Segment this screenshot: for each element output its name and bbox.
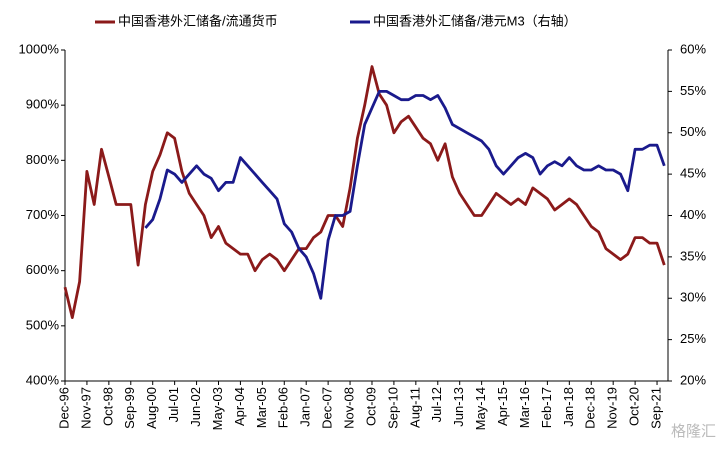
x-tick-label: Jan-07: [298, 387, 313, 427]
x-tick-label: Sep-21: [648, 387, 663, 429]
y2-tick-label: 45%: [680, 166, 706, 181]
x-tick-label: Apr-04: [232, 387, 247, 426]
y2-tick-label: 50%: [680, 124, 706, 139]
x-tick-label: Oct-09: [363, 387, 378, 426]
x-tick-label: Dec-07: [320, 387, 335, 429]
y2-tick-label: 40%: [680, 207, 706, 222]
legend-label: 中国香港外汇储备/流通货币: [118, 13, 278, 28]
y2-tick-label: 20%: [680, 372, 706, 387]
y2-tick-label: 35%: [680, 248, 706, 263]
y2-tick-label: 25%: [680, 331, 706, 346]
x-tick-label: Oct-98: [100, 387, 115, 426]
x-tick-label: Aug-11: [407, 387, 422, 428]
x-tick-label: May-14: [473, 387, 488, 430]
x-tick-label: Dec-18: [583, 387, 598, 429]
x-tick-label: Sep-99: [122, 387, 137, 429]
x-tick-label: Feb-17: [539, 387, 554, 428]
y2-tick-label: 60%: [680, 41, 706, 56]
series-line: [144, 90, 666, 300]
x-tick-label: Jan-18: [561, 387, 576, 427]
x-tick-label: Mar-16: [517, 387, 532, 428]
x-tick-label: Nov-19: [605, 387, 620, 429]
y-tick-label: 600%: [26, 262, 60, 277]
series-line: [63, 65, 666, 319]
y-tick-label: 700%: [26, 207, 60, 222]
x-tick-label: Nov-97: [78, 387, 93, 429]
watermark: 格隆汇: [671, 423, 716, 440]
y2-tick-label: 55%: [680, 83, 706, 98]
y-tick-label: 1000%: [19, 41, 60, 56]
y-tick-label: 900%: [26, 97, 60, 112]
x-tick-label: Apr-15: [495, 387, 510, 426]
x-tick-label: Nov-08: [341, 387, 356, 429]
y-tick-label: 400%: [26, 372, 60, 387]
x-tick-label: Jun-02: [188, 387, 203, 427]
x-tick-label: Jun-13: [451, 387, 466, 427]
y2-tick-label: 30%: [680, 290, 706, 305]
legend-label: 中国香港外汇储备/港元M3（右轴）: [373, 13, 577, 28]
x-tick-label: Aug-00: [144, 387, 159, 429]
y-tick-label: 500%: [26, 317, 60, 332]
x-tick-label: Sep-10: [385, 387, 400, 429]
x-tick-label: Jul-01: [166, 387, 181, 422]
x-tick-label: Jul-12: [429, 387, 444, 422]
y-tick-label: 800%: [26, 152, 60, 167]
x-tick-label: Oct-20: [627, 387, 642, 426]
x-tick-label: Mar-05: [254, 387, 269, 428]
x-tick-label: May-03: [210, 387, 225, 430]
x-tick-label: Feb-06: [276, 387, 291, 428]
x-tick-label: Dec-96: [56, 387, 71, 429]
